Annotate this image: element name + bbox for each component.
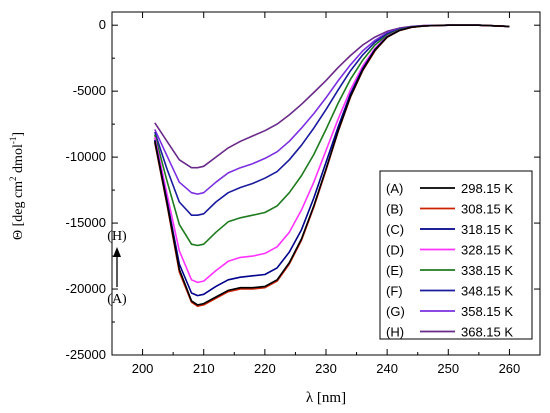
series-line-a: [154, 24, 510, 306]
legend-letter: (G): [386, 304, 405, 319]
legend-label: 348.15 K: [461, 284, 513, 299]
legend-label: 308.15 K: [461, 202, 513, 217]
y-tick-label: -15000: [66, 215, 106, 230]
x-axis-ticks: 200 210 220 230 240 250 260: [132, 12, 521, 376]
x-tick-label: 210: [193, 361, 215, 376]
legend-label: 318.15 K: [461, 222, 513, 237]
arrow-top-label: (H): [107, 229, 127, 244]
legend-label: 328.15 K: [461, 243, 513, 258]
legend-letter: (D): [386, 243, 404, 258]
temperature-arrow-annotation: (H) (A): [107, 229, 127, 307]
legend-box: [379, 170, 533, 340]
y-label-end: ]: [11, 132, 26, 137]
legend-letter: (H): [386, 325, 404, 340]
arrow-head: [113, 247, 121, 257]
y-tick-label: 0: [99, 17, 106, 32]
y-tick-label: -10000: [66, 149, 106, 164]
legend-label: 368.15 K: [461, 325, 513, 340]
legend-letter: (F): [386, 284, 403, 299]
legend-letter: (E): [386, 263, 403, 278]
y-axis-label: Θ [deg cm2 dmol-1]: [8, 132, 26, 240]
x-tick-label: 230: [315, 361, 337, 376]
y-label-sup-2: -1: [8, 137, 18, 145]
y-label-main: Θ [deg cm: [11, 181, 26, 240]
legend-letter: (B): [386, 202, 403, 217]
x-tick-label: 260: [499, 361, 521, 376]
y-label-mid: dmol: [11, 144, 26, 176]
series-lines: [154, 24, 510, 308]
legend-letter: (A): [386, 181, 403, 196]
x-tick-label: 200: [132, 361, 154, 376]
legend-letter: (C): [386, 222, 404, 237]
legend-label: 298.15 K: [461, 181, 513, 196]
arrow-bottom-label: (A): [107, 292, 127, 307]
legend-label: 338.15 K: [461, 263, 513, 278]
y-tick-label: -5000: [73, 83, 106, 98]
x-tick-label: 250: [437, 361, 459, 376]
y-axis-ticks: 0 -5000 -10000 -15000 -20000 -25000: [66, 17, 540, 362]
legend: (A) 298.15 K (B) 308.15 K (C) 318.15 K (D) 328.…: [379, 170, 533, 340]
x-axis-label: λ [nm]: [306, 390, 346, 406]
x-tick-label: 220: [254, 361, 276, 376]
y-tick-label: -20000: [66, 281, 106, 296]
y-tick-label: -25000: [66, 347, 106, 362]
legend-label: 358.15 K: [461, 304, 513, 319]
y-label-sup-1: 2: [8, 176, 18, 181]
x-tick-label: 240: [376, 361, 398, 376]
